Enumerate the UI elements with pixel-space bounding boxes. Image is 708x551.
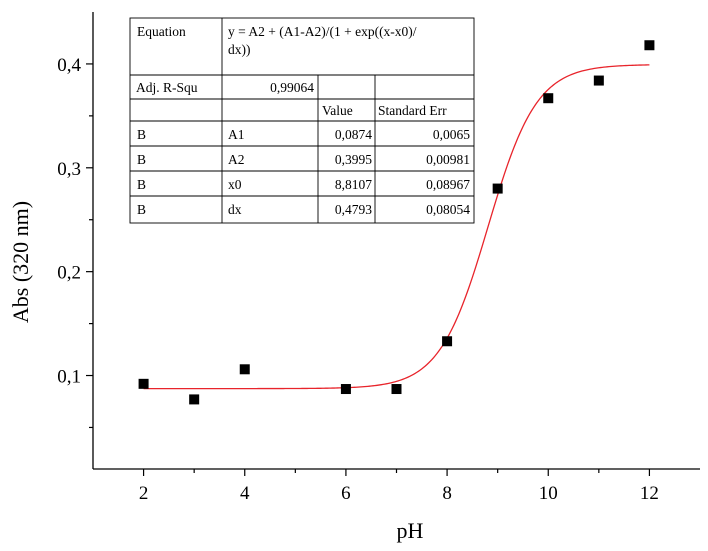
x-tick-label: 12 bbox=[640, 483, 659, 504]
row-stderr: 0,00981 bbox=[426, 152, 470, 167]
row-dataset: B bbox=[137, 127, 146, 142]
data-point bbox=[442, 336, 452, 346]
row-stderr: 0,08054 bbox=[426, 202, 470, 217]
data-point bbox=[139, 379, 149, 389]
x-axis-title: pH bbox=[397, 518, 424, 543]
row-dataset: B bbox=[137, 177, 146, 192]
row-param: A1 bbox=[228, 127, 245, 142]
y-axis-title: Abs (320 nm) bbox=[8, 201, 33, 323]
row-stderr: 0,08967 bbox=[426, 177, 470, 192]
data-point bbox=[341, 384, 351, 394]
r-square-value: 0,99064 bbox=[270, 80, 314, 95]
y-tick-label: 0,2 bbox=[57, 263, 81, 284]
x-tick-label: 2 bbox=[139, 483, 149, 504]
x-tick-label: 6 bbox=[341, 483, 351, 504]
data-point bbox=[594, 76, 604, 86]
row-dataset: B bbox=[137, 152, 146, 167]
equation-text-line2: dx)) bbox=[228, 42, 251, 57]
data-point bbox=[493, 184, 503, 194]
x-axis-ticks: 2 4 6 8 10 12 bbox=[139, 469, 659, 504]
x-tick-label: 4 bbox=[240, 483, 250, 504]
data-point bbox=[240, 364, 250, 374]
row-dataset: B bbox=[137, 202, 146, 217]
fit-parameter-table: Equation y = A2 + (A1-A2)/(1 + exp((x-x0… bbox=[130, 18, 474, 223]
x-tick-label: 10 bbox=[539, 483, 558, 504]
equation-label: Equation bbox=[137, 24, 186, 39]
row-param: A2 bbox=[228, 152, 245, 167]
row-value: 0,4793 bbox=[335, 202, 372, 217]
value-column-header: Value bbox=[322, 103, 353, 118]
row-value: 0,3995 bbox=[335, 152, 372, 167]
row-param: x0 bbox=[228, 177, 242, 192]
y-tick-label: 0,3 bbox=[57, 159, 81, 180]
y-tick-label: 0,4 bbox=[57, 55, 81, 76]
table-frame bbox=[130, 18, 474, 223]
row-value: 0,0874 bbox=[335, 127, 372, 142]
row-stderr: 0,0065 bbox=[433, 127, 470, 142]
y-axis-ticks: 0,1 0,2 0,3 0,4 bbox=[57, 55, 93, 428]
row-value: 8,8107 bbox=[335, 177, 372, 192]
data-point bbox=[189, 394, 199, 404]
y-tick-label: 0,1 bbox=[57, 367, 81, 388]
data-point bbox=[392, 384, 402, 394]
data-point bbox=[644, 40, 654, 50]
data-point bbox=[543, 93, 553, 103]
r-square-label: Adj. R-Squ bbox=[136, 80, 198, 95]
equation-text-line1: y = A2 + (A1-A2)/(1 + exp((x-x0)/ bbox=[228, 24, 417, 39]
stderr-column-header: Standard Err bbox=[378, 103, 447, 118]
x-tick-label: 8 bbox=[442, 483, 452, 504]
row-param: dx bbox=[228, 202, 242, 217]
